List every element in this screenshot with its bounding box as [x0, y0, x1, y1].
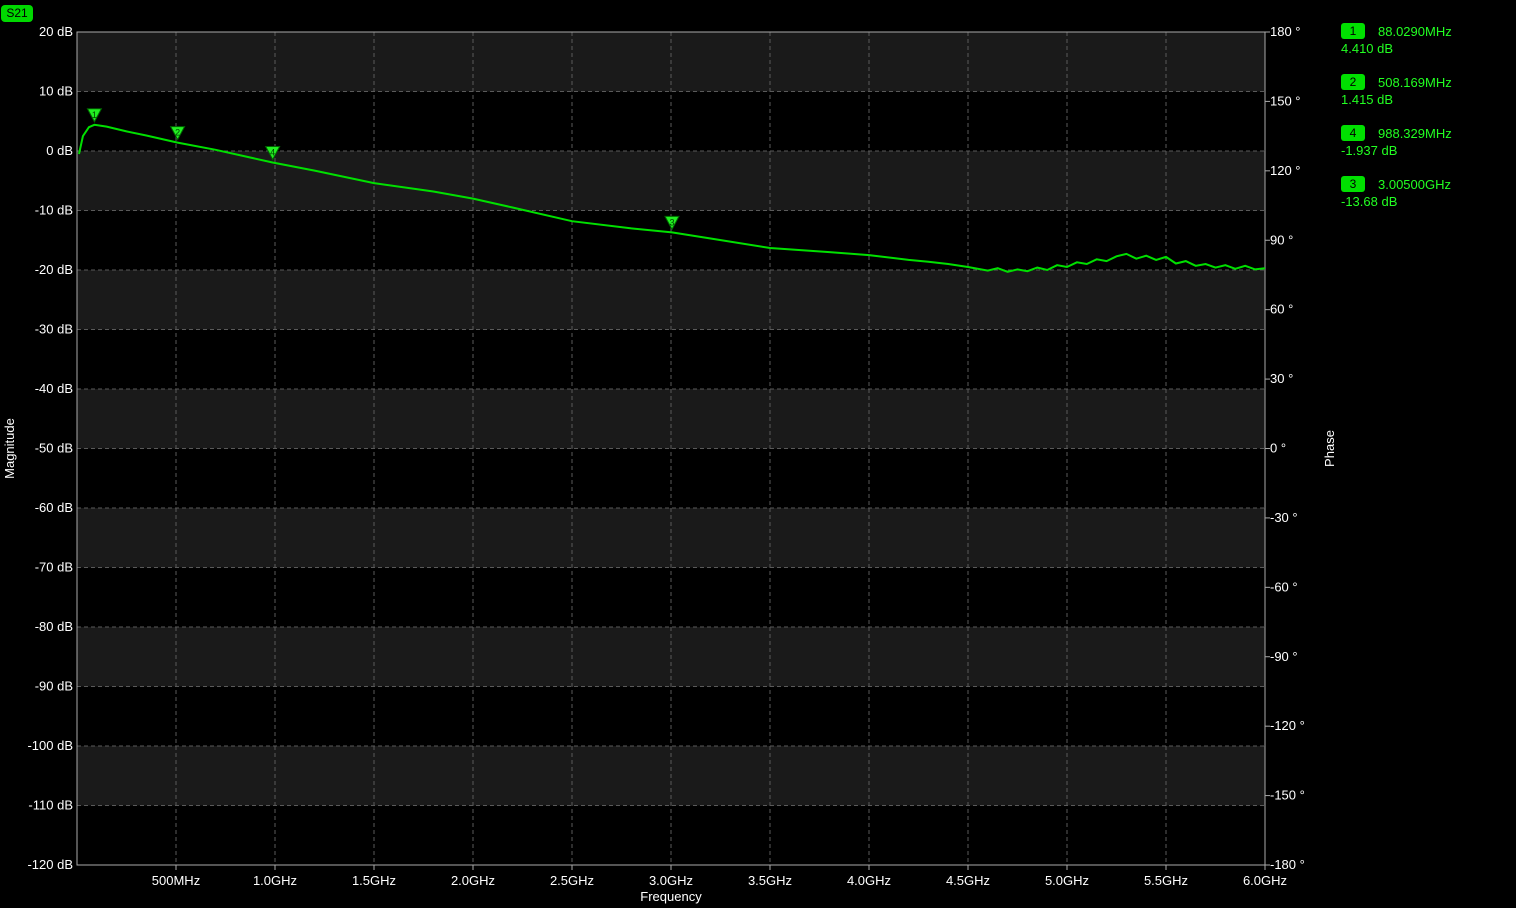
x-tick-label: 4.5GHz [946, 873, 990, 888]
y-tick-label: 0 dB [46, 143, 73, 158]
y2-tick-label: -90 ° [1270, 649, 1298, 664]
marker-triangle-icon [264, 146, 281, 161]
x-tick-label: 3.5GHz [748, 873, 792, 888]
trace-markers: 1 2 4 3 [86, 108, 680, 231]
y-tick-label: -120 dB [27, 857, 73, 872]
y-tick-label: -50 dB [35, 441, 73, 456]
y-tick-label: 10 dB [39, 84, 73, 99]
trace-tag-s21[interactable]: S21 [1, 5, 33, 22]
marker-frequency: 88.0290MHz [1378, 24, 1452, 39]
marker-2: 2 [169, 126, 186, 141]
marker-magnitude: 4.410 dB [1341, 41, 1394, 56]
marker-triangle-icon [86, 108, 103, 123]
marker-readout-2[interactable]: 2 508.169MHz 1.415 dB [1341, 74, 1511, 125]
marker-1: 1 [86, 108, 103, 123]
y-axis-label: Magnitude [2, 418, 17, 479]
x-axis-label: Frequency [640, 889, 702, 904]
marker-number: 4 [270, 148, 275, 158]
x-tick-label: 5.0GHz [1045, 873, 1089, 888]
marker-readout-1[interactable]: 1 88.0290MHz 4.410 dB [1341, 23, 1511, 74]
y2-tick-label: -150 ° [1270, 788, 1305, 803]
marker-frequency: 988.329MHz [1378, 126, 1452, 141]
x-tick-label: 1.5GHz [352, 873, 396, 888]
y-tick-label: -10 dB [35, 203, 73, 218]
y-tick-label: -20 dB [35, 262, 73, 277]
marker-badge: 1 [1341, 23, 1365, 39]
marker-3: 3 [664, 215, 680, 231]
y-tick-label: -60 dB [35, 500, 73, 515]
marker-magnitude: -13.68 dB [1341, 194, 1398, 209]
y-tick-label: -40 dB [35, 381, 73, 396]
y-tick-label: -100 dB [27, 738, 73, 753]
y2-tick-label: 90 ° [1270, 232, 1293, 247]
marker-number: 2 [175, 128, 180, 138]
y2-tick-label: 180 ° [1270, 24, 1301, 39]
marker-badge: 4 [1341, 125, 1365, 141]
marker-number: 1 [92, 110, 97, 120]
x-tick-label: 3.0GHz [649, 873, 693, 888]
x-tick-label: 2.0GHz [451, 873, 495, 888]
y-tick-label: -30 dB [35, 322, 73, 337]
y2-tick-label: -30 ° [1270, 510, 1298, 525]
s21-trace [78, 123, 1266, 273]
marker-magnitude: 1.415 dB [1341, 92, 1394, 107]
marker-number: 3 [669, 217, 674, 227]
y-tick-label: -90 dB [35, 679, 73, 694]
marker-badge: 3 [1341, 176, 1365, 192]
y2-tick-label: 120 ° [1270, 163, 1301, 178]
y-tick-label: -80 dB [35, 619, 73, 634]
y2-tick-labels: 180 ° 150 ° 120 ° 90 ° 60 ° 30 ° 0 ° -30 ° -60 °… [1265, 24, 1305, 872]
marker-readout-3[interactable]: 3 3.00500GHz -13.68 dB [1341, 176, 1511, 227]
y2-tick-label: -180 ° [1270, 857, 1305, 872]
x-tick-label: 5.5GHz [1144, 873, 1188, 888]
x-tick-label: 1.0GHz [253, 873, 297, 888]
x-tick-labels: 500MHz 1.0GHz 1.5GHz 2.0GHz 2.5GHz 3.0GHz 3.5G… [152, 865, 1287, 888]
y2-tick-label: 30 ° [1270, 371, 1293, 386]
marker-badge: 2 [1341, 74, 1365, 90]
y-tick-labels: 20 dB 10 dB 0 dB -10 dB -20 dB -30 dB -40 dB -5… [27, 24, 73, 872]
y2-tick-label: -60 ° [1270, 579, 1298, 594]
x-tick-label: 4.0GHz [847, 873, 891, 888]
y2-tick-label: 60 ° [1270, 302, 1293, 317]
y-tick-label: -110 dB [28, 798, 73, 813]
x-tick-label: 6.0GHz [1243, 873, 1287, 888]
marker-readout-4[interactable]: 4 988.329MHz -1.937 dB [1341, 125, 1511, 176]
marker-legend: 1 88.0290MHz 4.410 dB 2 508.169MHz 1.415 dB 4 9… [1341, 23, 1511, 227]
y2-axis-label: Phase [1322, 430, 1337, 467]
x-tick-label: 2.5GHz [550, 873, 594, 888]
marker-magnitude: -1.937 dB [1341, 143, 1398, 158]
marker-frequency: 3.00500GHz [1378, 177, 1451, 192]
y2-tick-label: -120 ° [1270, 718, 1305, 733]
marker-4: 4 [264, 146, 281, 161]
x-tick-label: 500MHz [152, 873, 200, 888]
marker-frequency: 508.169MHz [1378, 75, 1452, 90]
y-tick-label: 20 dB [39, 24, 73, 39]
y2-tick-label: 0 ° [1270, 441, 1286, 456]
y-tick-label: -70 dB [35, 560, 73, 575]
marker-triangle-icon [664, 215, 680, 231]
y2-tick-label: 150 ° [1270, 93, 1301, 108]
marker-triangle-icon [169, 126, 186, 141]
